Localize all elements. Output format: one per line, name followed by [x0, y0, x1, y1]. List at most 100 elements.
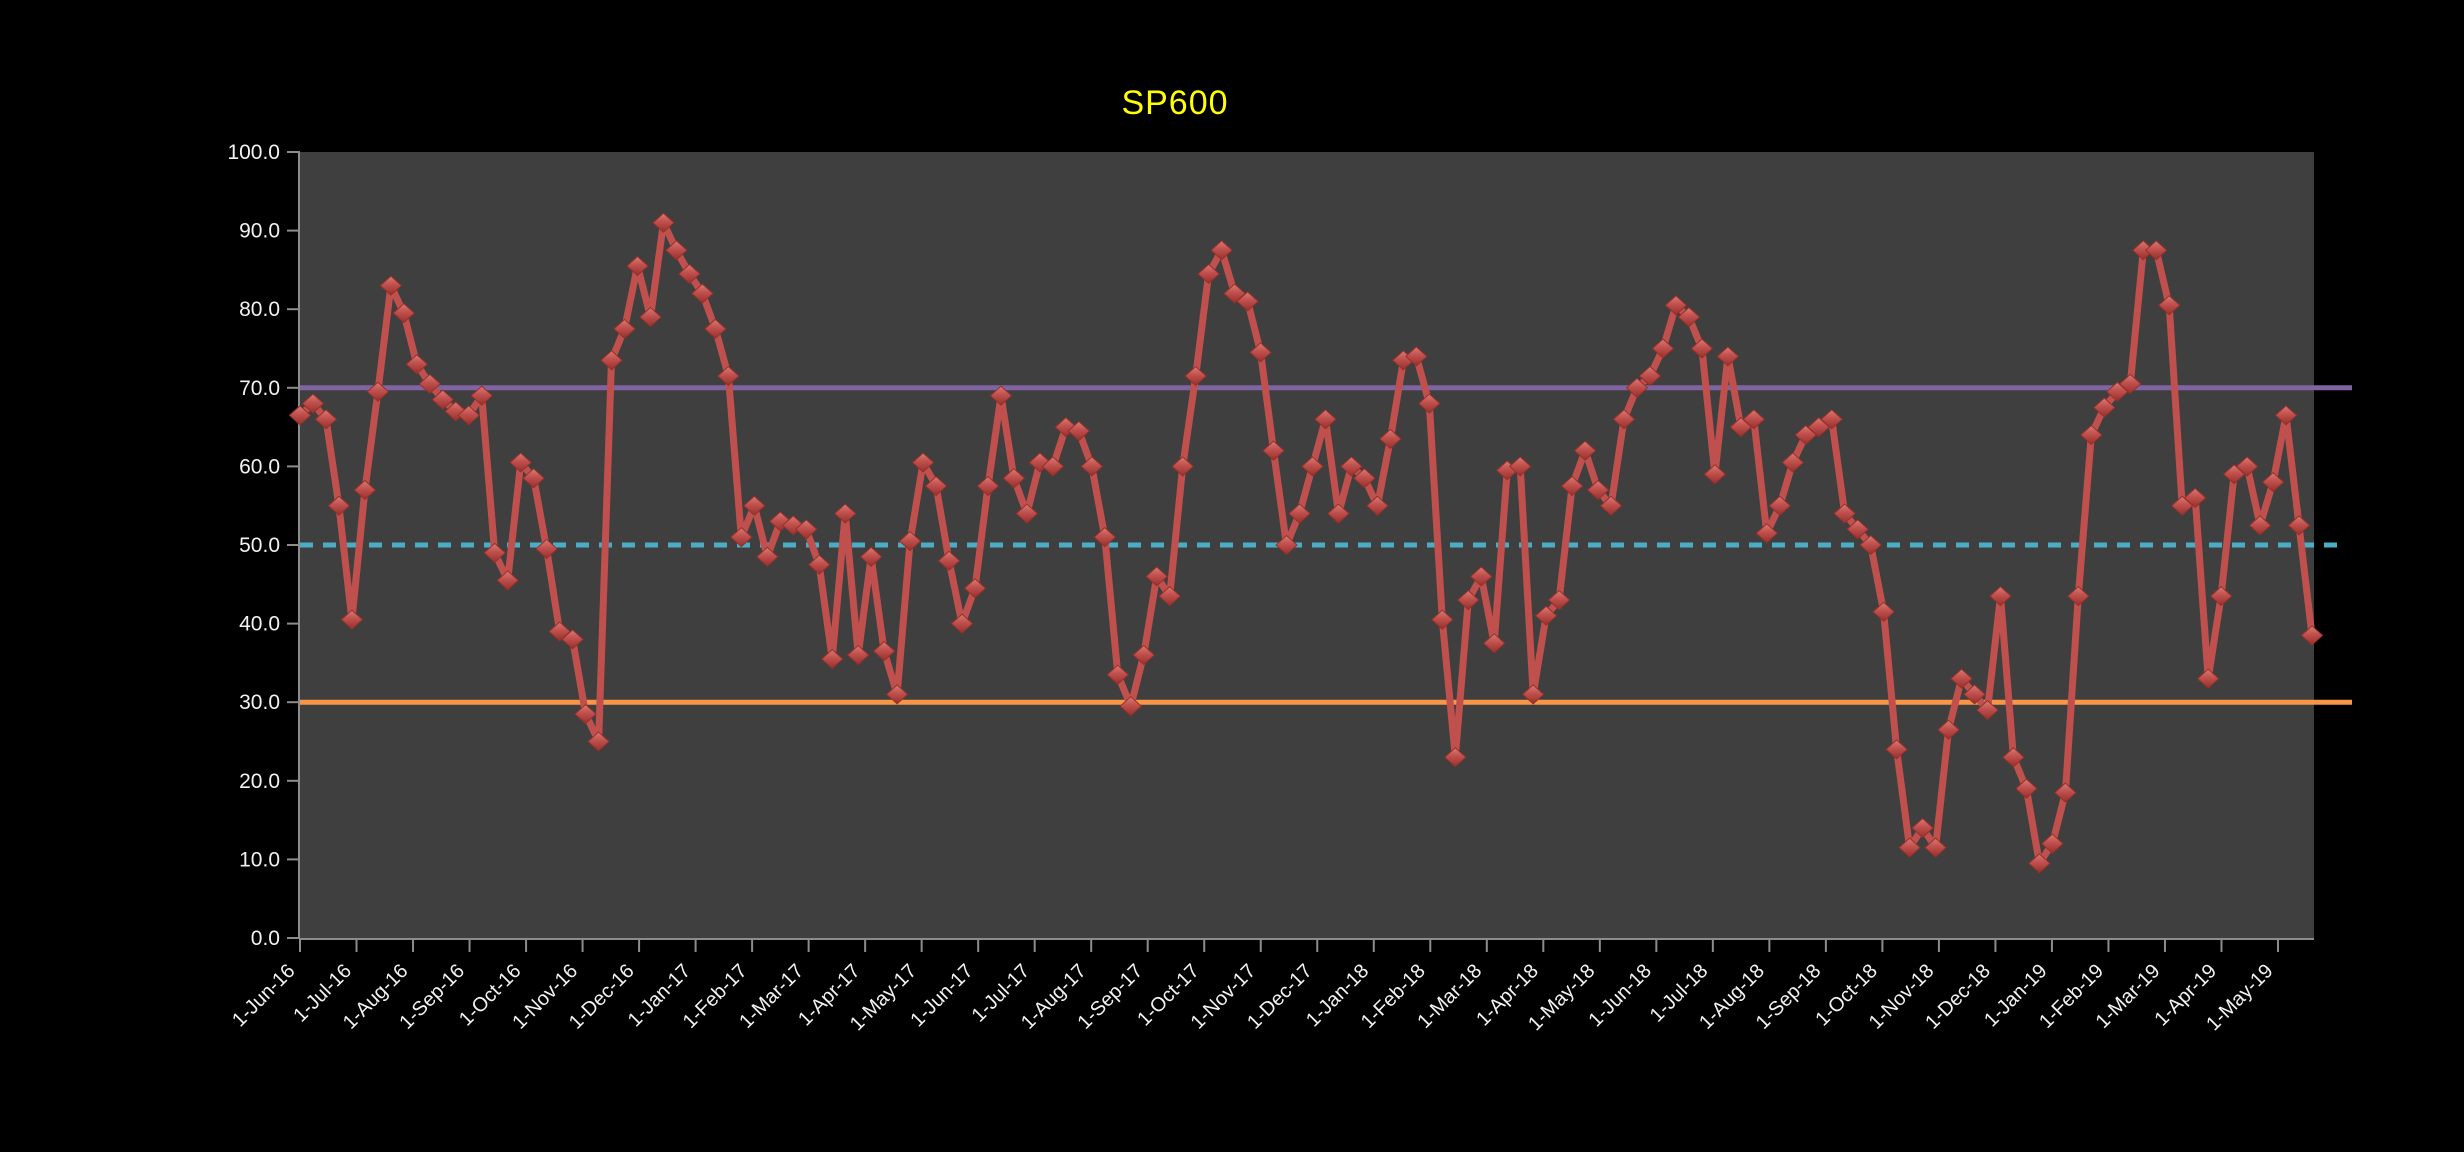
data-point-marker — [639, 306, 662, 328]
data-point-marker — [1560, 475, 1584, 497]
data-point-marker — [872, 640, 896, 662]
data-point-marker — [846, 644, 870, 666]
data-point-marker — [1184, 365, 1207, 387]
data-point-marker — [1768, 495, 1792, 516]
data-point-marker — [2067, 585, 2090, 607]
data-point-marker — [1989, 585, 2012, 607]
data-point-marker — [782, 515, 805, 536]
data-point-marker — [769, 511, 792, 532]
data-point-marker — [379, 275, 403, 296]
data-point-marker — [1716, 346, 1740, 367]
data-point-marker — [1625, 377, 1649, 398]
data-point-marker — [509, 452, 532, 473]
data-point-marker — [2196, 668, 2220, 689]
data-point-marker — [1080, 456, 1104, 477]
data-point-marker — [1469, 566, 1493, 587]
data-point-marker — [1366, 495, 1389, 516]
data-point-marker — [1781, 452, 1805, 473]
data-point-marker — [717, 365, 740, 387]
data-point-marker — [1521, 684, 1545, 705]
data-point-marker — [807, 554, 831, 575]
data-point-marker — [1288, 503, 1311, 524]
data-point-marker — [353, 479, 377, 501]
y-axis-label: 70.0 — [239, 377, 280, 400]
data-point-marker — [924, 475, 948, 497]
data-point-marker — [1482, 633, 1506, 654]
data-point-marker — [1405, 346, 1428, 367]
data-point-marker — [2015, 778, 2038, 799]
data-point-marker — [1638, 365, 1662, 387]
data-point-marker — [418, 373, 442, 395]
data-point-marker — [976, 475, 1000, 497]
data-point-marker — [1379, 428, 1402, 450]
data-point-marker — [1067, 420, 1091, 442]
data-point-marker — [1599, 495, 1623, 516]
data-point-marker — [1028, 452, 1052, 473]
data-point-marker — [1132, 644, 1155, 666]
data-point-marker — [859, 546, 883, 567]
data-point-marker — [2157, 295, 2181, 316]
data-point-marker — [1119, 695, 1143, 717]
data-point-marker — [2183, 487, 2207, 509]
data-point-marker — [1327, 503, 1350, 524]
data-point-marker — [1885, 739, 1908, 760]
y-axis-label: 60.0 — [239, 455, 280, 478]
data-point-marker — [327, 495, 351, 516]
data-point-marker — [2300, 625, 2324, 646]
data-point-marker — [496, 570, 519, 591]
data-point-marker — [1041, 456, 1065, 477]
data-point-marker — [535, 538, 558, 560]
data-point-marker — [730, 526, 753, 548]
data-point-marker — [288, 405, 312, 426]
data-point-marker — [587, 731, 610, 752]
y-axis-label: 100.0 — [227, 141, 280, 164]
y-axis-label: 40.0 — [239, 613, 280, 636]
data-point-marker — [1703, 464, 1727, 485]
data-point-marker — [1534, 605, 1558, 626]
data-point-marker — [704, 318, 727, 340]
data-point-marker — [1976, 699, 1999, 721]
data-point-marker — [2261, 471, 2285, 493]
data-point-marker — [833, 503, 857, 524]
data-point-marker — [1508, 456, 1532, 477]
data-point-marker — [600, 350, 623, 371]
data-point-marker — [756, 546, 779, 567]
data-point-marker — [1872, 601, 1895, 622]
y-axis-label: 20.0 — [239, 770, 280, 793]
y-axis-label: 0.0 — [251, 927, 280, 950]
data-point-marker — [1106, 664, 1130, 685]
data-point-marker — [2287, 515, 2311, 536]
data-point-marker — [1249, 342, 1272, 363]
data-point-marker — [1457, 589, 1480, 611]
data-point-marker — [457, 405, 480, 426]
data-point-marker — [1197, 263, 1220, 285]
y-axis-label: 10.0 — [239, 848, 280, 871]
data-point-marker — [1911, 817, 1934, 839]
data-point-marker — [1651, 338, 1675, 359]
data-point-marker — [1755, 523, 1779, 544]
data-point-marker — [561, 629, 584, 650]
x-axis-label: 1-Jun-18 — [1585, 960, 1656, 1031]
data-point-marker — [1275, 534, 1298, 556]
data-point-marker — [483, 542, 506, 564]
data-point-marker — [2274, 405, 2298, 426]
data-point-marker — [1677, 306, 1701, 328]
data-point-marker — [1937, 719, 1960, 740]
data-point-marker — [1340, 456, 1363, 477]
y-axis-label: 90.0 — [239, 220, 280, 243]
data-point-marker — [1015, 503, 1039, 524]
data-point-marker — [1573, 440, 1597, 461]
data-point-marker — [1444, 747, 1467, 768]
data-point-marker — [548, 621, 571, 642]
data-point-marker — [2002, 747, 2025, 768]
data-point-marker — [405, 354, 429, 375]
data-point-marker — [314, 409, 338, 430]
x-axis-label: 1-Jun-16 — [228, 960, 299, 1031]
data-point-marker — [574, 703, 597, 725]
data-point-marker — [1171, 456, 1194, 477]
data-point-marker — [2235, 456, 2259, 477]
data-point-marker — [1833, 503, 1856, 524]
data-point-marker — [820, 648, 844, 670]
data-point-marker — [1158, 585, 1181, 607]
